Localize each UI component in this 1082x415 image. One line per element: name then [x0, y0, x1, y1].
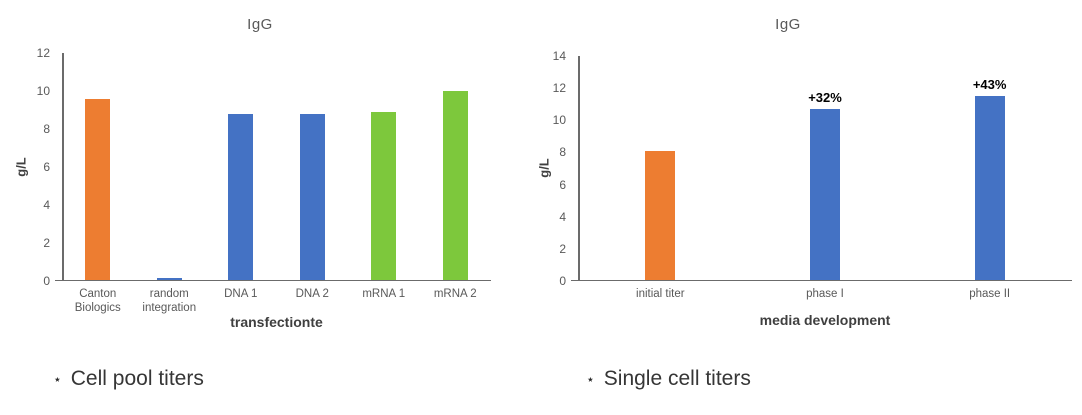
x-category-label-dna-1: DNA 1 [224, 288, 258, 300]
bar-random-integration [156, 277, 182, 280]
y-tick-label: 4 [43, 198, 50, 212]
star-icon: ⋆ [586, 371, 595, 387]
y-tick-label: 6 [559, 177, 566, 192]
y-tick-label: 12 [552, 81, 566, 96]
y-tick-label: 14 [552, 49, 566, 63]
y-axis-ticks: 0 2 4 6 8 10 12 14 [541, 50, 572, 287]
y-tick-label: 10 [552, 113, 566, 128]
y-tick-label: 2 [559, 241, 566, 256]
y-tick-label: 10 [36, 84, 50, 98]
single-cell-titers-chart: IgG g/L 0 2 4 6 8 10 12 14 +32% +43% initial tit… [537, 0, 1082, 345]
y-tick-label: 2 [43, 236, 50, 250]
x-axis-category-labels: initial titer phase I phase II [578, 287, 1072, 303]
chart-title: IgG [247, 16, 273, 33]
bar-phase-i [810, 109, 840, 280]
y-tick-label: 0 [43, 274, 50, 288]
caption-single-cell-titers: ⋆ Single cell titers [586, 367, 751, 391]
bar-phase-ii [974, 96, 1005, 280]
caption-cell-pool-titers: ⋆ Cell pool titers [53, 367, 204, 391]
bar-initial-titer [645, 150, 676, 280]
x-category-label-mrna-1: mRNA 1 [362, 288, 406, 300]
y-tick-label: 8 [43, 122, 50, 136]
y-tick-label: 12 [36, 46, 50, 60]
bar-mrna-2 [442, 91, 468, 280]
y-tick-label: 8 [559, 145, 566, 160]
bar-dna-1 [228, 114, 254, 280]
bar-canton-biologics [85, 99, 111, 280]
x-category-label-phase-i: phase I [806, 288, 844, 300]
x-category-label-dna-2: DNA 2 [295, 288, 329, 300]
x-axis-line [571, 279, 1072, 281]
star-icon: ⋆ [53, 371, 62, 387]
data-label-phase-ii: +43% [972, 76, 1007, 92]
x-category-label-phase-ii: phase II [969, 288, 1011, 300]
x-category-label-initial-titer: initial titer [636, 288, 685, 300]
plot-area [55, 53, 491, 281]
x-axis-title: media development [759, 312, 891, 328]
data-label-phase-i: +32% [808, 89, 842, 105]
x-axis-line [55, 279, 491, 281]
bar-dna-2 [299, 114, 325, 280]
y-tick-label: 6 [43, 160, 50, 174]
bar-mrna-1 [371, 112, 397, 280]
x-axis-title: transfectionte [230, 314, 323, 330]
y-axis-line [578, 56, 580, 281]
plot-area: +32% +43% [571, 56, 1072, 281]
y-axis-ticks: 0 2 4 6 8 10 12 [0, 47, 56, 287]
y-axis-line [62, 53, 64, 281]
x-category-label-mrna-2: mRNA 2 [433, 288, 477, 300]
x-axis-category-labels: Canton Biologics random integration DNA 1 D… [62, 287, 491, 317]
x-category-label-random-integration: random integration [142, 288, 197, 315]
chart-title: IgG [775, 16, 801, 33]
y-tick-label: 0 [559, 274, 566, 288]
x-category-label-canton-biologics: Canton Biologics [74, 288, 121, 315]
caption-text: Cell pool titers [70, 367, 204, 390]
caption-text: Single cell titers [603, 367, 751, 390]
cell-pool-titers-chart: IgG g/L 0 2 4 6 8 10 12 Canton Biologics random… [0, 0, 541, 345]
y-tick-label: 4 [559, 209, 566, 224]
